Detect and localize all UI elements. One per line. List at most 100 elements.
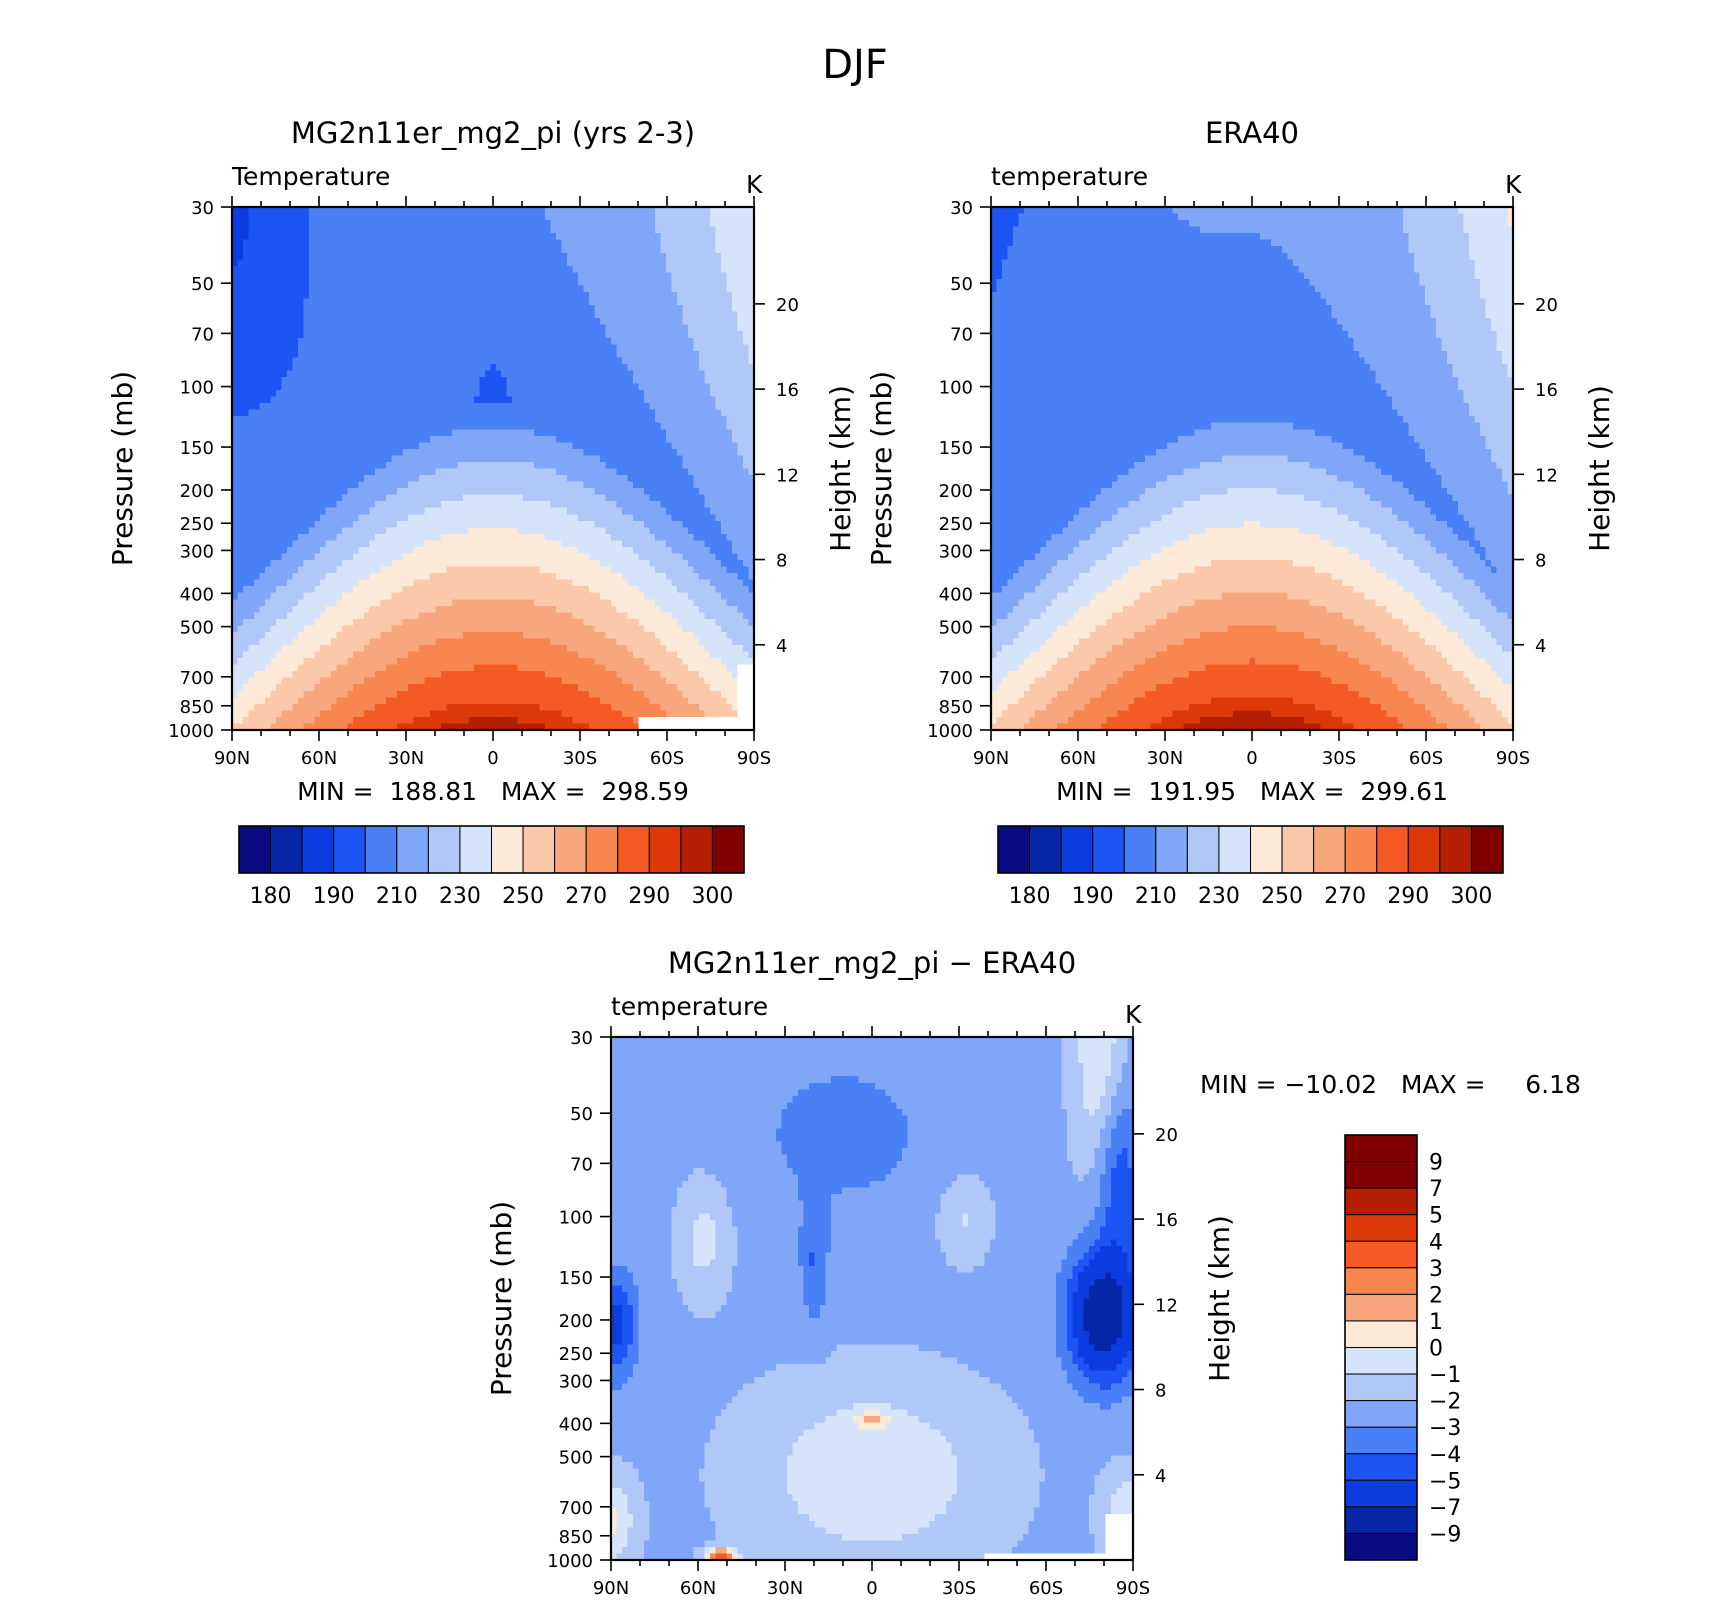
field-cell (264, 370, 272, 378)
field-cell (666, 272, 673, 280)
field-cell (715, 429, 722, 437)
field-cell (528, 494, 535, 502)
field-cell (677, 265, 684, 273)
field-cell (297, 488, 305, 496)
field-cell (330, 252, 337, 260)
field-cell (572, 331, 579, 339)
field-cell (688, 272, 695, 280)
field-cell (649, 501, 656, 509)
field-cell (561, 220, 568, 228)
field-cell (446, 494, 453, 502)
field-cell (655, 331, 662, 339)
field-cell (270, 311, 277, 319)
field-cell (655, 259, 662, 267)
field-cell (308, 448, 316, 457)
field-cell (737, 357, 744, 365)
field-cell (501, 448, 508, 457)
field-cell (594, 475, 601, 483)
field-cell (325, 298, 332, 306)
field-cell (726, 488, 733, 496)
field-cell (512, 252, 519, 260)
field-cell (616, 252, 623, 260)
field-cell (440, 442, 447, 450)
field-cell (358, 422, 365, 430)
field-cell (270, 546, 277, 555)
field-cell (308, 213, 316, 221)
field-cell (352, 390, 359, 398)
field-cell (594, 350, 601, 358)
field-cell (545, 448, 552, 457)
field-cell (319, 278, 327, 287)
field-cell (677, 488, 684, 496)
field-cell (347, 220, 354, 228)
field-cell (479, 488, 486, 496)
field-cell (726, 455, 733, 463)
field-cell (611, 220, 618, 228)
field-cell (638, 422, 645, 430)
field-cell (369, 409, 376, 417)
field-cell (286, 213, 294, 221)
field-cell (506, 481, 513, 489)
field-cell (237, 252, 244, 260)
field-cell (682, 357, 689, 365)
field-cell (237, 370, 244, 378)
field-cell (710, 481, 717, 489)
field-cell (693, 390, 700, 398)
field-cell (435, 494, 442, 502)
field-cell (319, 468, 327, 476)
field-cell (611, 396, 618, 404)
field-cell (545, 416, 552, 424)
field-cell (358, 376, 365, 385)
field-cell (550, 448, 557, 457)
field-cell (490, 207, 497, 215)
field-cell (440, 501, 447, 509)
field-cell (369, 494, 376, 502)
field-cell (660, 305, 667, 313)
field-cell (462, 514, 469, 522)
field-cell (341, 265, 348, 273)
field-cell (418, 429, 425, 437)
field-cell (704, 422, 711, 430)
field-cell (385, 318, 392, 326)
field-cell (407, 226, 414, 234)
field-cell (336, 246, 343, 254)
field-cell (275, 475, 283, 483)
field-cell (314, 494, 321, 502)
field-cell (446, 311, 453, 319)
field-cell (435, 285, 442, 293)
field-cell (545, 435, 552, 443)
field-cell (253, 435, 261, 443)
field-cell (275, 429, 283, 437)
field-cell (237, 233, 244, 241)
field-cell (523, 390, 530, 398)
field-cell (517, 350, 524, 358)
field-cell (528, 488, 535, 496)
field-cell (352, 383, 359, 391)
field-cell (413, 429, 420, 437)
field-cell (429, 337, 436, 345)
field-cell (671, 344, 678, 352)
field-cell (495, 507, 502, 515)
field-cell (264, 337, 272, 345)
field-cell (347, 540, 354, 548)
field-cell (424, 488, 431, 496)
field-cell (589, 429, 596, 437)
field-cell (264, 246, 272, 254)
field-cell (314, 318, 321, 326)
field-cell (528, 390, 535, 398)
field-cell (363, 488, 370, 496)
field-cell (550, 207, 557, 215)
field-cell (402, 370, 409, 378)
field-cell (495, 344, 502, 352)
field-cell (501, 533, 508, 542)
field-cell (534, 455, 541, 463)
field-cell (253, 481, 261, 489)
field-cell (616, 416, 623, 424)
field-cell (402, 390, 409, 398)
field-cell (242, 514, 250, 522)
field-cell (644, 527, 651, 535)
field-cell (545, 455, 552, 463)
field-cell (396, 239, 403, 247)
field-cell (726, 540, 733, 548)
field-cell (627, 331, 634, 339)
